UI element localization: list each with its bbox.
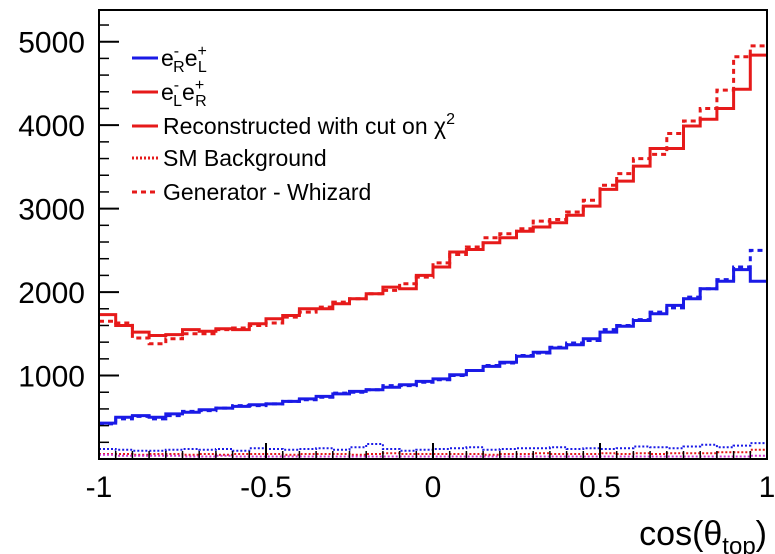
series-line-2: [99, 53, 767, 337]
x-axis-title: cos(θtop): [639, 515, 767, 554]
legend: e-Re+ L e-Le+ R Reconstructed with cut on …: [132, 43, 455, 205]
x-tick-label: -0.5: [240, 471, 292, 504]
legend-entry-reco: Reconstructed with cut on χ2: [132, 111, 455, 139]
series-layer: [99, 44, 767, 458]
legend-entry-rl: e-Re+ L: [132, 43, 207, 76]
legend-label-rl: e-Re+ L: [161, 43, 207, 76]
series-line-6: [99, 453, 767, 458]
y-tick-label: 4000: [18, 110, 85, 143]
y-tick-label: 5000: [18, 27, 85, 60]
x-tick-label: 0: [425, 471, 442, 504]
series-line-3: [99, 44, 767, 346]
legend-entry-bkg: SM Background: [132, 145, 327, 171]
legend-label-lr: e-Le+ R: [161, 77, 207, 110]
series-line-0: [99, 268, 767, 425]
legend-label-reco: Reconstructed with cut on χ2: [163, 111, 455, 139]
y-tick-label: 1000: [18, 361, 85, 394]
legend-label-gen: Generator - Whizard: [163, 179, 371, 205]
legend-label-bkg: SM Background: [163, 145, 327, 171]
x-tick-label: 1: [759, 471, 775, 504]
y-tick-label: 3000: [18, 194, 85, 227]
y-tick-label: 2000: [18, 277, 85, 310]
axes-layer: -1 -0.5 0 0.5 1 1000 2000 3000 4000 5000: [18, 24, 775, 504]
series-line-1: [99, 248, 767, 426]
legend-entry-lr: e-Le+ R: [132, 77, 207, 110]
x-tick-label: 0.5: [579, 471, 621, 504]
x-tick-label: -1: [86, 471, 113, 504]
legend-entry-gen: Generator - Whizard: [132, 179, 371, 205]
